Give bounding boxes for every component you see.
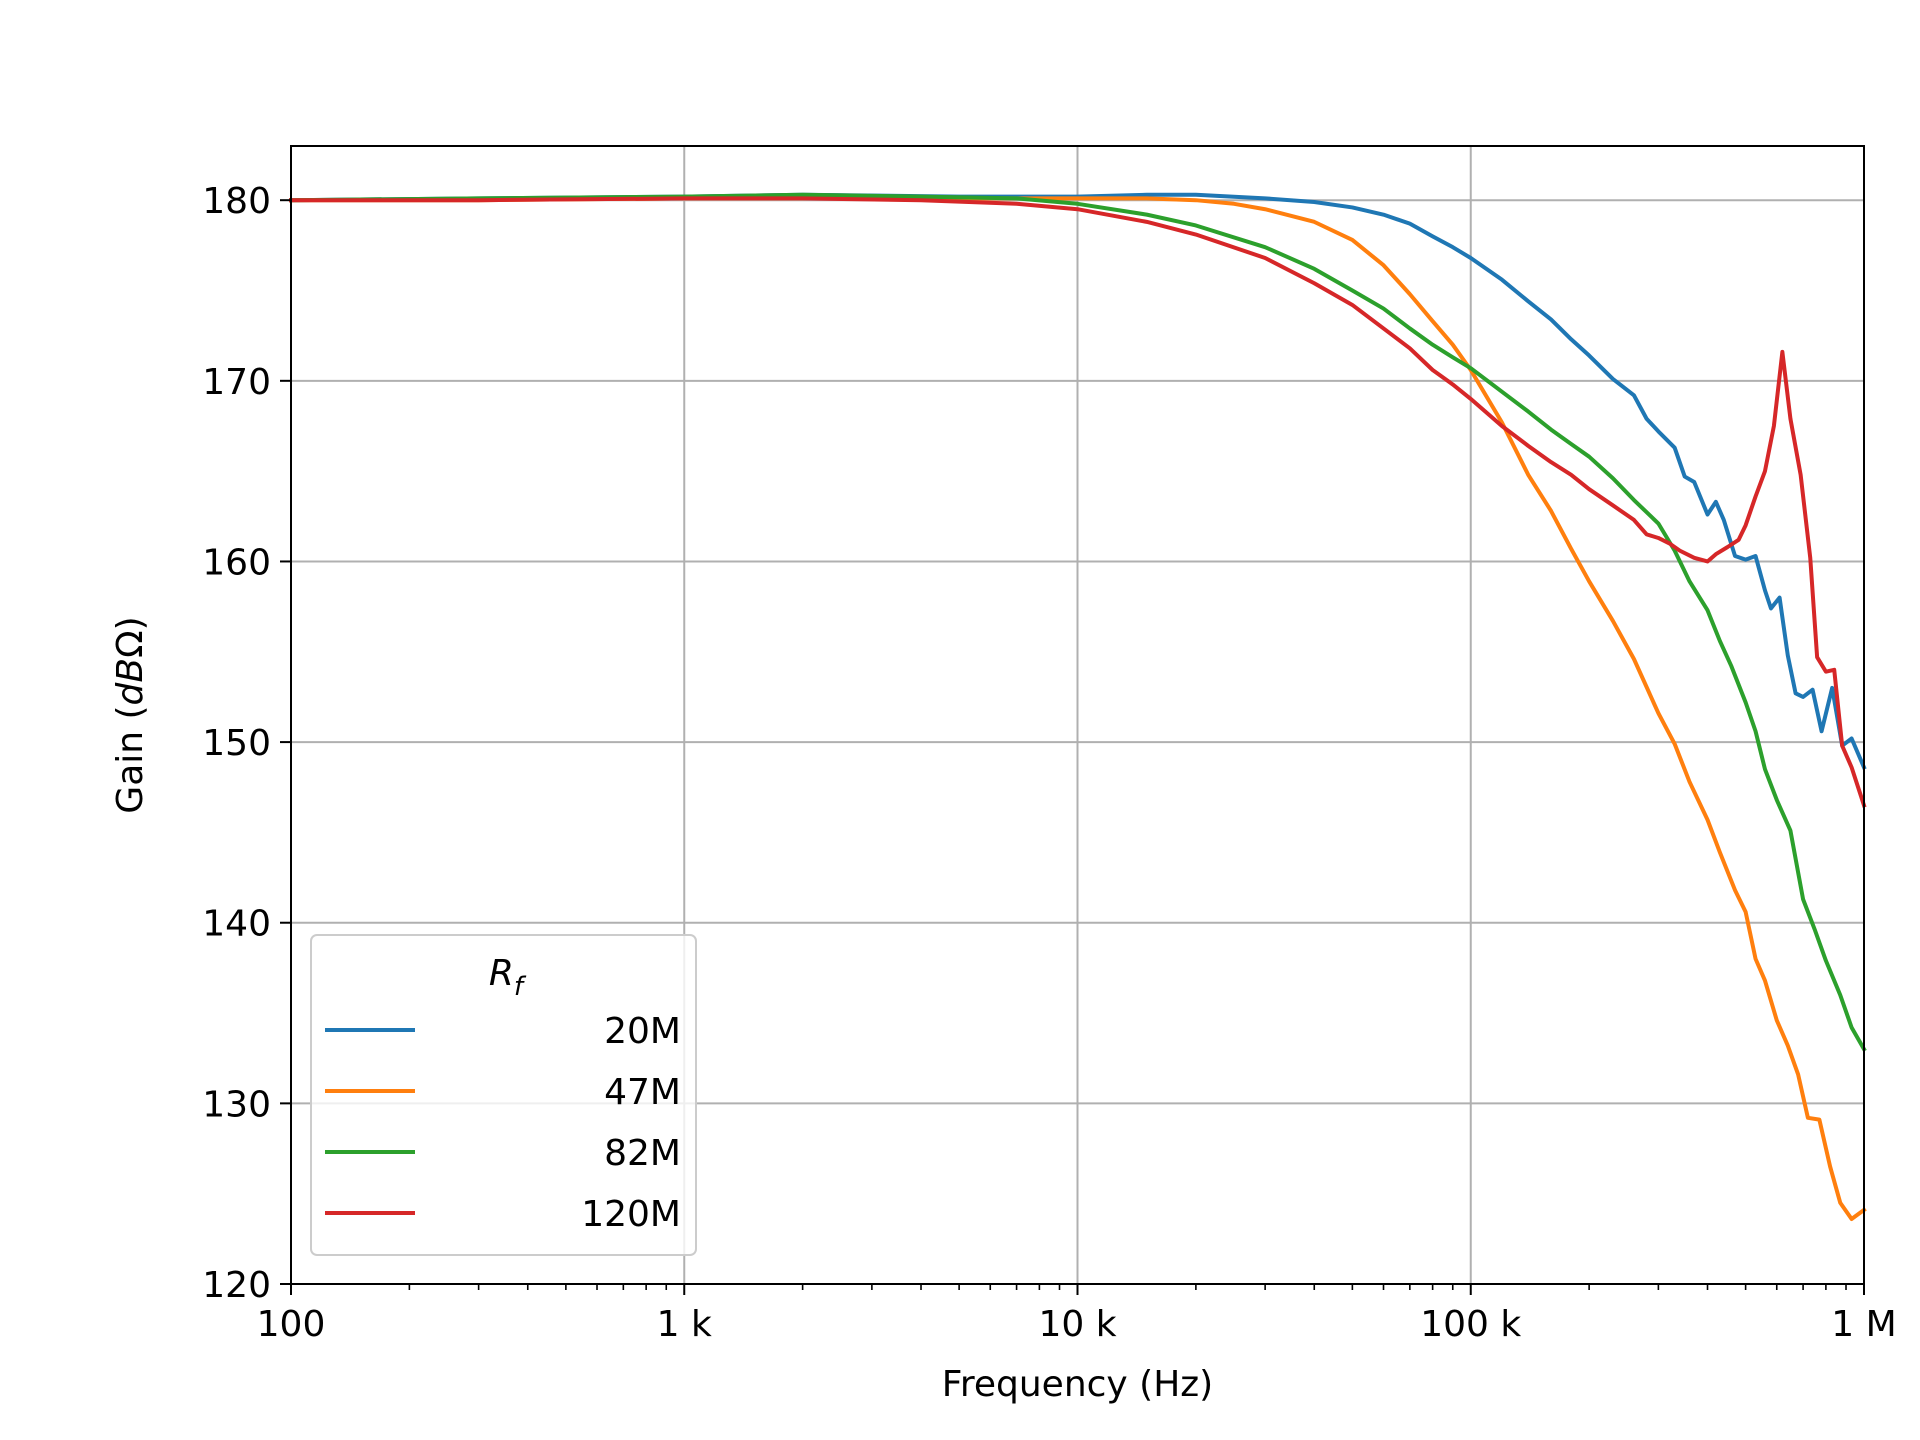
y-tick-label: 170 (202, 362, 271, 403)
legend-label-20m: 20M (604, 1011, 681, 1052)
y-tick-label: 150 (202, 723, 271, 764)
legend-title-base: R (489, 953, 514, 994)
y-axis-label-unit: dB (110, 658, 151, 706)
y-axis-label-prefix: Gain ( (110, 705, 151, 813)
x-tick-label: 1 M (1831, 1304, 1896, 1345)
series-line-20m (288, 192, 1867, 771)
series-lines (288, 192, 1867, 1221)
y-axis-label-unit-tail: Ω) (110, 616, 151, 658)
tick-labels: 100 1 k 10 k 100 k 1 M 120 130 140 150 160 170 180 (202, 181, 1896, 1345)
y-tick-label: 130 (202, 1084, 271, 1125)
legend-label-82m: 82M (604, 1133, 681, 1174)
ticks (280, 199, 1865, 1295)
legend-label-47m: 47M (604, 1072, 681, 1113)
x-tick-label: 100 k (1420, 1304, 1521, 1345)
series-line-120m (289, 196, 1867, 808)
legend-entries: 20M 47M 82M 120M (325, 1011, 681, 1235)
series-line-47m (289, 196, 1867, 1221)
x-tick-label: 1 k (657, 1304, 712, 1345)
y-tick-label: 180 (202, 181, 271, 222)
x-tick-label: 10 k (1038, 1304, 1116, 1345)
y-tick-label: 120 (202, 1265, 271, 1306)
y-tick-label: 160 (202, 542, 271, 583)
legend-box (310, 934, 697, 1256)
y-tick-label: 140 (202, 904, 271, 945)
series-line-82m (288, 192, 1867, 1052)
y-axis-label: Gain (dBΩ) (110, 616, 151, 813)
x-axis-label: Frequency (Hz) (942, 1364, 1213, 1405)
legend-label-120m: 120M (581, 1194, 681, 1235)
x-tick-label: 100 (257, 1304, 326, 1345)
